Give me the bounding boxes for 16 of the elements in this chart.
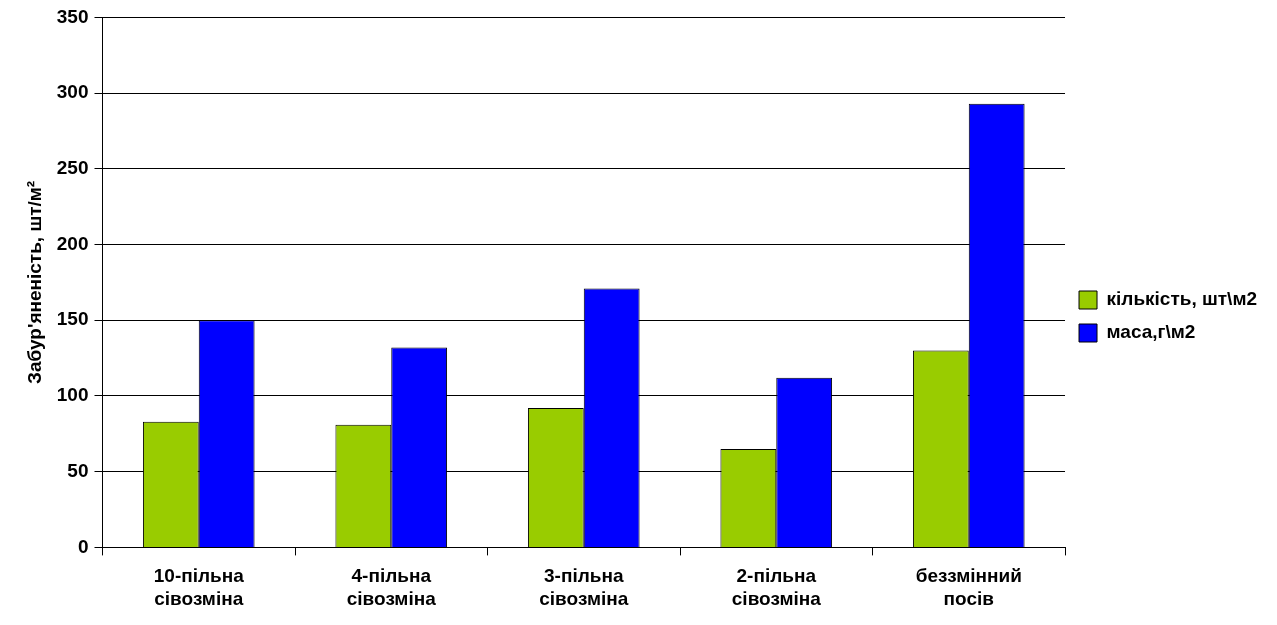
x-tick-label: беззмінний посів — [915, 565, 1022, 609]
legend-label: кількість, шт\м2 — [1106, 288, 1258, 310]
y-tick-label: 100 — [56, 384, 89, 406]
x-tick-label: 2-пільна сівозміна — [731, 565, 822, 609]
y-tick-label: 250 — [56, 157, 89, 179]
x-tick-label: 4-пільна сівозміна — [346, 565, 437, 609]
y-tick-label: 50 — [67, 459, 89, 481]
y-tick-label: 350 — [56, 5, 89, 27]
y-tick-label: 200 — [56, 232, 89, 254]
y-axis-title: Забур'яненість, шт/м² — [23, 180, 45, 384]
x-tick-label: 10-пільна сівозміна — [153, 565, 245, 609]
y-tick-label: 0 — [77, 535, 89, 557]
legend-label: маса,г\м2 — [1106, 321, 1196, 343]
y-tick-label: 300 — [56, 81, 89, 103]
y-tick-label: 150 — [56, 308, 89, 330]
x-tick-label: 3-пільна сівозміна — [539, 565, 629, 609]
